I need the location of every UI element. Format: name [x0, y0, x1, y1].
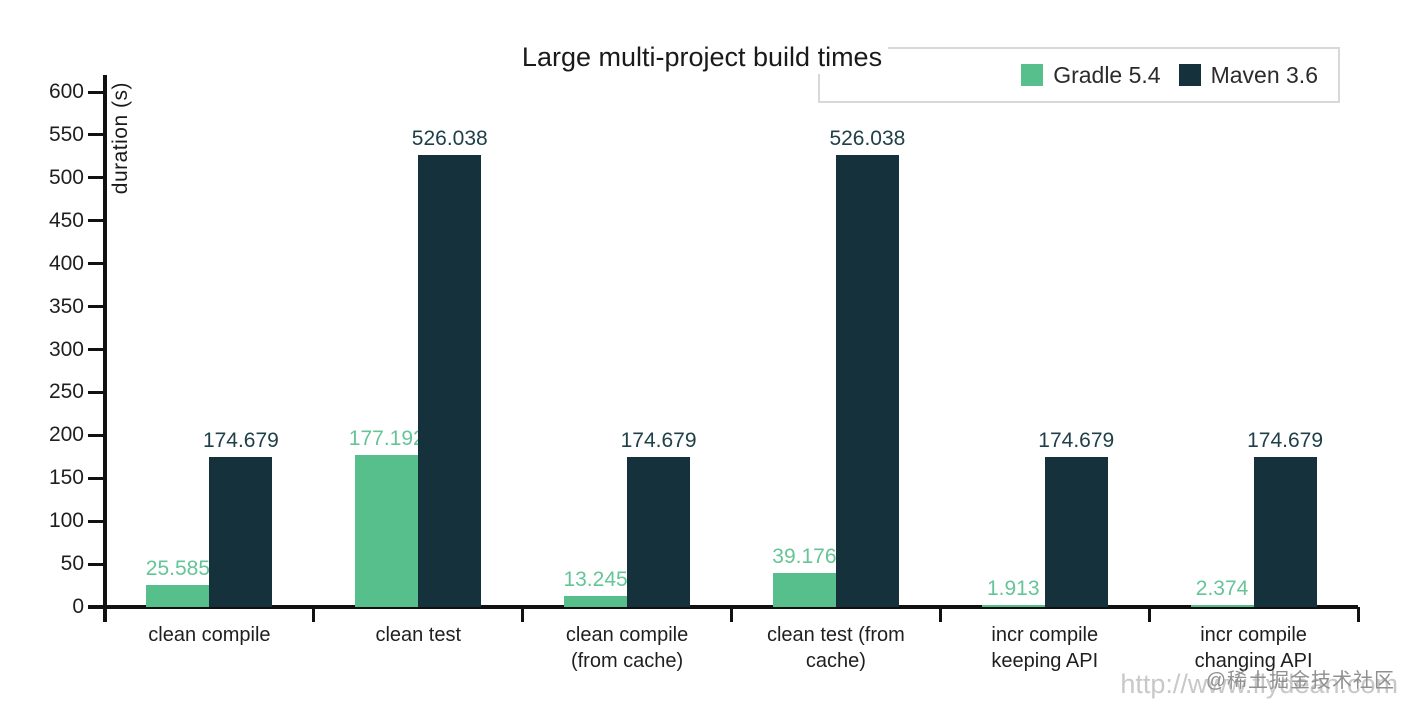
bar-value-label: 13.245	[563, 567, 628, 591]
y-axis-tick	[88, 476, 104, 480]
legend-item-gradle: Gradle 5.4	[1021, 61, 1161, 89]
x-axis-line	[88, 605, 1358, 609]
legend-item-maven: Maven 3.6	[1178, 61, 1318, 89]
bar-maven-3-6-incr-compile-changing-api	[1253, 457, 1317, 607]
y-axis-tick	[88, 562, 104, 566]
bar-value-label: 39.176	[772, 545, 837, 569]
x-axis-tick	[103, 607, 107, 622]
y-axis-tick	[88, 348, 104, 351]
bar-value-label: 174.679	[1038, 429, 1115, 453]
y-axis-tick	[88, 219, 104, 223]
bar-value-label: 177.192	[348, 426, 425, 450]
y-axis-tick-label: 600	[48, 80, 84, 103]
y-axis-tick-label: 400	[48, 251, 84, 275]
chart-title: Large multi-project build times	[0, 40, 1404, 74]
y-axis-tick-label: 250	[48, 380, 84, 404]
category-label: clean compile	[148, 624, 271, 646]
x-axis-tick	[730, 607, 733, 622]
bar-gradle-5-4-clean-compile-from-cache	[564, 595, 628, 607]
y-axis-tick-label: 300	[48, 337, 84, 361]
y-axis-tick	[88, 90, 104, 94]
bar-gradle-5-4-clean-test	[355, 454, 419, 607]
watermark-community: @稀土掘金技术社区	[1205, 670, 1395, 692]
bar-value-label: 2.374	[1195, 576, 1249, 600]
y-axis-tick	[88, 262, 104, 266]
y-axis-tick-label: 0	[72, 595, 84, 618]
bar-maven-3-6-incr-compile-keeping-api	[1044, 457, 1108, 607]
category-label: incr compile keeping API	[991, 624, 1099, 672]
y-axis-tick-label: 550	[48, 122, 84, 146]
y-axis-tick	[88, 605, 104, 609]
bar-value-label: 1.913	[986, 577, 1040, 601]
bar-gradle-5-4-incr-compile-keeping-api	[981, 605, 1045, 607]
y-axis-tick-label: 100	[48, 509, 84, 533]
bar-maven-3-6-clean-test-from-cache	[835, 155, 899, 607]
bar-value-label: 25.585	[145, 557, 211, 581]
x-axis-tick	[1147, 607, 1151, 622]
y-axis-line	[103, 75, 107, 622]
bar-value-label: 174.679	[620, 429, 697, 453]
y-axis-tick-label: 450	[48, 208, 84, 232]
x-axis-tick	[521, 607, 525, 622]
gradle-series-swatch-icon	[1021, 64, 1044, 86]
chart-title-text: Large multi-project build times	[515, 40, 889, 74]
bar-gradle-5-4-incr-compile-changing-api	[1190, 604, 1254, 607]
y-axis-tick	[88, 176, 104, 180]
watermark-url: http://www.flydean.com	[1120, 669, 1398, 699]
y-axis-tick-label: 150	[48, 466, 84, 490]
bar-gradle-5-4-clean-compile	[146, 585, 210, 607]
bar-maven-3-6-clean-test	[418, 155, 482, 607]
y-axis-tick-label: 500	[48, 165, 84, 189]
y-axis-tick	[88, 519, 104, 523]
bar-maven-3-6-clean-compile	[209, 457, 273, 607]
y-axis-tick-label: 50	[60, 552, 84, 576]
y-axis-tick	[88, 305, 104, 309]
bar-value-label: 526.038	[411, 127, 488, 151]
legend-label-maven: Maven 3.6	[1210, 61, 1318, 88]
bar-value-label: 174.679	[1247, 429, 1324, 453]
bar-value-label: 174.679	[202, 429, 279, 453]
y-axis-tick-label: 200	[48, 423, 84, 447]
y-axis-label: duration (s)	[109, 82, 132, 195]
bar-gradle-5-4-clean-test-from-cache	[772, 573, 836, 607]
y-axis-tick	[88, 133, 104, 137]
legend-label-gradle: Gradle 5.4	[1053, 61, 1161, 88]
category-label: clean test	[375, 624, 462, 646]
category-label: incr compile changing API	[1194, 624, 1313, 672]
x-axis-tick	[312, 607, 316, 622]
x-axis-tick	[1356, 607, 1360, 622]
x-axis-tick	[938, 607, 942, 622]
bar-maven-3-6-clean-compile-from-cache	[627, 457, 691, 607]
category-label: clean compile (from cache)	[565, 624, 689, 672]
maven-series-swatch-icon	[1178, 64, 1201, 86]
category-label: clean test (from cache)	[766, 624, 905, 672]
y-axis-tick	[88, 433, 104, 437]
y-axis-tick-label: 350	[48, 294, 84, 318]
y-axis-tick	[88, 390, 104, 394]
legend: Gradle 5.4 Maven 3.6	[818, 47, 1340, 103]
bar-value-label: 526.038	[829, 127, 906, 151]
